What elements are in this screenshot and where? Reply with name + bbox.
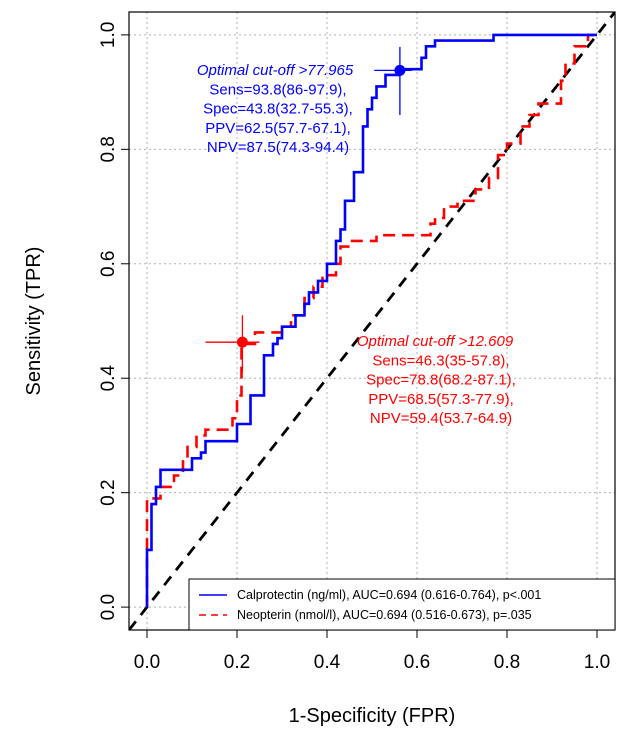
- x-tick-label: 0.8: [494, 652, 520, 673]
- cutoff-stat-neopterin: NPV=59.4(53.7-64.9): [370, 410, 512, 427]
- legend-label-calprotectin: Calprotectin (ng/ml), AUC=0.694 (0.616-0…: [237, 588, 541, 602]
- y-tick-label: 0.4: [98, 365, 119, 392]
- legend: Calprotectin (ng/ml), AUC=0.694 (0.616-0…: [188, 578, 616, 631]
- cutoff-point-neopterin: [236, 336, 248, 348]
- cutoff-stat-neopterin: PPV=68.5(57.3-77.9),: [368, 391, 514, 408]
- legend-label-neopterin: Neopterin (nmol/l), AUC=0.694 (0.516-0.6…: [237, 608, 532, 622]
- x-tick-label: 0.6: [404, 652, 430, 673]
- x-axis-title: 1-Specificity (FPR): [289, 705, 456, 727]
- x-tick-label: 0.2: [224, 652, 250, 673]
- legend-box: [188, 578, 616, 631]
- cutoff-title-neopterin: Optimal cut-off >12.609: [357, 333, 514, 350]
- series-line-calprotectin: [145, 33, 597, 608]
- y-tick-label: 1.0: [98, 22, 119, 48]
- y-tick-label: 0.6: [98, 251, 119, 277]
- cutoff-layer: Optimal cut-off >77.965 Sens=93.8(86-97.9…: [197, 46, 516, 427]
- cutoff-title-calprotectin: Optimal cut-off >77.965: [197, 62, 354, 79]
- x-tick-label: 0.4: [314, 652, 341, 673]
- x-tick-label: 0.0: [134, 652, 160, 673]
- cutoff-stat-neopterin: Sens=46.3(35-57.8),: [372, 352, 509, 369]
- cutoff-stat-calprotectin: Spec=43.8(32.7-55.3),: [203, 101, 353, 118]
- series-line-neopterin: [145, 33, 597, 608]
- y-tick-label: 0.2: [98, 479, 119, 505]
- cutoff-stat-calprotectin: Sens=93.8(86-97.9),: [209, 81, 346, 98]
- cutoff-stat-calprotectin: PPV=62.5(57.7-67.1),: [205, 120, 351, 137]
- cutoff-point-calprotectin: [394, 64, 406, 76]
- cutoff-stat-neopterin: Spec=78.8(68.2-87.1),: [366, 372, 516, 389]
- y-tick-label: 0.0: [98, 594, 119, 620]
- y-axis-title: Sensitivity (TPR): [23, 247, 45, 396]
- series-layer: [145, 33, 597, 608]
- x-tick-label: 1.0: [584, 652, 610, 673]
- cutoff-stat-calprotectin: NPV=87.5(74.3-94.4): [207, 139, 349, 156]
- y-tick-label: 0.8: [98, 136, 119, 162]
- axes-layer: 0.0 0.2 0.4 0.6 0.8 1.0 0.0 0.2 0.4 0.6 0.8 1.0: [98, 22, 610, 673]
